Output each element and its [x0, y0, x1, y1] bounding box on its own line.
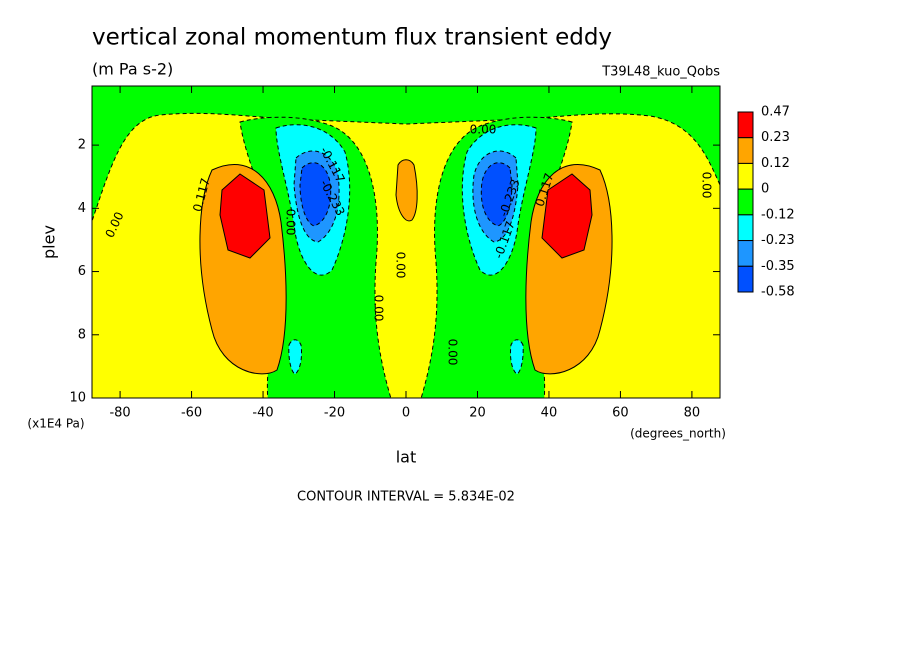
y-axis-title: plev: [40, 225, 59, 259]
colorbar-swatch: [737, 214, 754, 242]
colorbar-label: -0.12: [761, 207, 795, 222]
dataset-label: T39L48_kuo_Qobs: [601, 65, 720, 80]
colorbar-label: 0.23: [761, 130, 790, 145]
x-tick-label: 80: [684, 406, 701, 421]
colorbar-swatch: [737, 240, 754, 267]
x-tick-label: 20: [469, 406, 486, 421]
footnote: CONTOUR INTERVAL = 5.834E-02: [297, 490, 515, 505]
field-band: [541, 173, 593, 259]
colorbar-swatch: [737, 188, 754, 216]
x-tick-label: -20: [324, 406, 345, 421]
field-band: [299, 162, 332, 227]
x-tick-label: -60: [181, 406, 202, 421]
field-band: [480, 162, 513, 227]
x-axis-title: lat: [396, 448, 417, 467]
colorbar-label: -0.58: [761, 285, 795, 300]
colorbar-label: -0.23: [761, 233, 795, 248]
y-tick-label: 2: [78, 138, 86, 153]
x-tick-label: -80: [109, 406, 130, 421]
x-tick-label: 40: [541, 406, 558, 421]
y-tick-label: 10: [69, 391, 86, 406]
chart-title: vertical zonal momentum flux transient e…: [92, 25, 612, 51]
x-tick-label: 60: [612, 406, 629, 421]
contour-label: 0.00: [446, 339, 460, 366]
y-axis-units: (x1E4 Pa): [27, 417, 84, 431]
colorbar-label: 0: [761, 182, 769, 197]
x-tick-label: 0: [402, 406, 410, 421]
contour-label: 0.00: [284, 209, 298, 236]
field-band: [510, 339, 524, 375]
colorbar-swatch: [737, 137, 754, 164]
chart-subtitle: (m Pa s-2): [92, 60, 173, 79]
colorbar-label: 0.12: [761, 156, 790, 171]
y-tick-label: 6: [78, 264, 86, 279]
field-band: [92, 86, 720, 398]
contour-label: 0.00: [470, 123, 497, 137]
field-band: [92, 86, 720, 223]
field-band: [288, 339, 302, 375]
colorbar-swatch: [737, 111, 754, 139]
x-tick-label: -40: [252, 406, 273, 421]
field-band: [219, 173, 271, 259]
colorbar-label: -0.35: [761, 259, 795, 274]
y-tick-label: 8: [78, 327, 86, 342]
colorbar-label: 0.47: [761, 105, 790, 120]
x-axis-units: (degrees_north): [630, 427, 726, 441]
contour-label: 0.00: [394, 252, 408, 279]
field: [92, 86, 720, 398]
y-tick-label: 4: [78, 201, 86, 216]
contour-label: 0.00: [700, 172, 714, 199]
contour-label: 0.00: [372, 295, 386, 322]
colorbar-swatch: [737, 265, 754, 293]
field-band: [395, 159, 418, 222]
colorbar-swatch: [737, 162, 754, 190]
